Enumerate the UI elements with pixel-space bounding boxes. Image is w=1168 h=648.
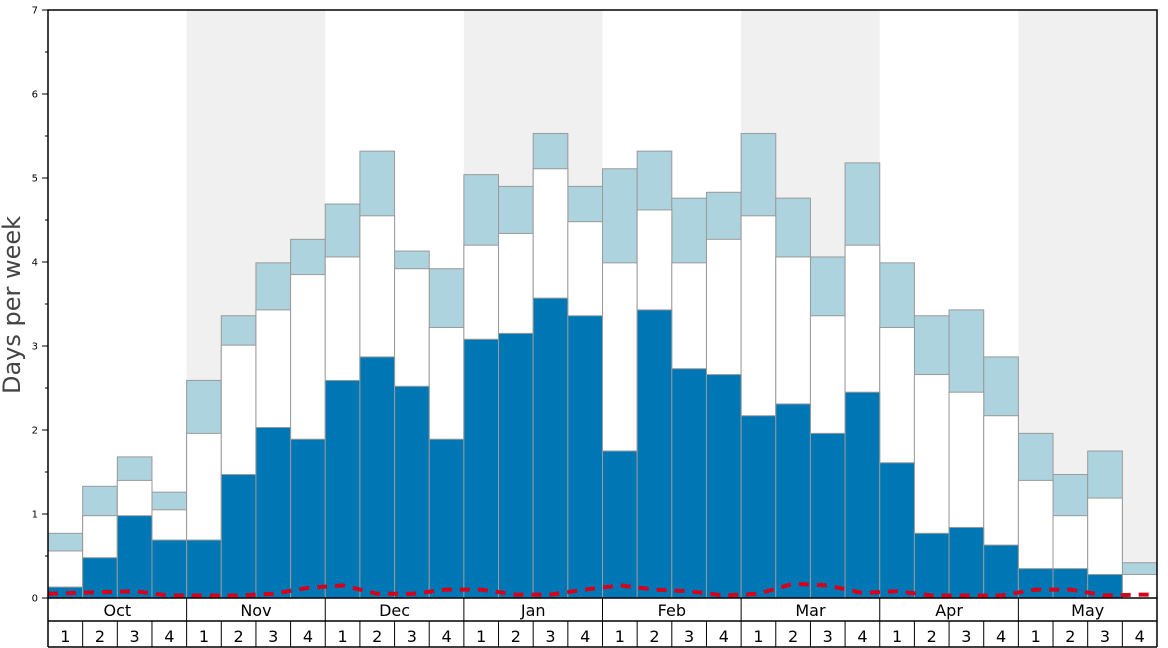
month-label-oct: Oct bbox=[103, 601, 131, 620]
month-label-mar: Mar bbox=[795, 601, 826, 620]
week-label-20: 4 bbox=[719, 627, 729, 646]
week-label-23: 3 bbox=[823, 627, 833, 646]
bar-level1-week30 bbox=[1052, 568, 1089, 599]
week-label-2: 2 bbox=[95, 627, 105, 646]
week-label-17: 1 bbox=[615, 627, 625, 646]
bar-level1-week8 bbox=[290, 438, 326, 599]
week-label-7: 3 bbox=[268, 627, 278, 646]
axes-layer bbox=[42, 9, 1158, 648]
week-label-24: 4 bbox=[857, 627, 867, 646]
week-label-10: 2 bbox=[372, 627, 382, 646]
dashed-series-line bbox=[47, 581, 1157, 598]
week-label-26: 2 bbox=[927, 627, 937, 646]
bar-level1-week27 bbox=[948, 526, 985, 599]
bar-level1-week25 bbox=[879, 462, 915, 599]
bar-level1-week13 bbox=[463, 338, 500, 599]
week-label-19: 3 bbox=[684, 627, 694, 646]
week-label-18: 2 bbox=[649, 627, 659, 646]
week-label-16: 4 bbox=[580, 627, 590, 646]
bar-level1-week22 bbox=[775, 403, 811, 599]
bar-level1-week21 bbox=[740, 415, 777, 599]
y-tick-label-3: 3 bbox=[32, 342, 38, 353]
week-label-25: 1 bbox=[892, 627, 902, 646]
y-tick-label-2: 2 bbox=[32, 426, 38, 437]
bar-level1-week3 bbox=[116, 515, 153, 599]
week-label-4: 4 bbox=[164, 627, 174, 646]
bar-level1-week14 bbox=[498, 332, 534, 599]
week-label-28: 4 bbox=[996, 627, 1006, 646]
week-label-6: 2 bbox=[234, 627, 244, 646]
month-label-nov: Nov bbox=[240, 601, 271, 620]
bar-level1-week7 bbox=[255, 426, 292, 599]
bar-level1-week16 bbox=[567, 315, 603, 599]
bar-level1-week11 bbox=[394, 385, 430, 599]
bar-level1-week18 bbox=[636, 309, 673, 599]
week-label-12: 4 bbox=[441, 627, 451, 646]
bar-level1-week20 bbox=[705, 374, 742, 599]
month-label-may: May bbox=[1071, 601, 1104, 620]
bar-level1-week24 bbox=[844, 391, 881, 599]
week-label-14: 2 bbox=[511, 627, 521, 646]
month-label-dec: Dec bbox=[379, 601, 410, 620]
bar-level1-week26 bbox=[913, 532, 950, 599]
y-tick-label-5: 5 bbox=[32, 174, 38, 185]
bar-level1-week19 bbox=[671, 368, 707, 599]
week-label-21: 1 bbox=[753, 627, 763, 646]
labels-layer: 0 1 2 3 4 5 6 7 Oct Nov Dec Jan Feb Mar Apr May 1 2 3 4 1 2 3 4… bbox=[32, 6, 1145, 647]
week-label-3: 3 bbox=[130, 627, 140, 646]
bars-layer bbox=[47, 132, 1158, 599]
bar-level1-week23 bbox=[809, 432, 846, 599]
y-tick-label-0: 0 bbox=[32, 594, 38, 605]
week-label-22: 2 bbox=[788, 627, 798, 646]
week-label-1: 1 bbox=[60, 627, 70, 646]
month-label-feb: Feb bbox=[658, 601, 686, 620]
y-tick-label-4: 4 bbox=[32, 258, 38, 269]
week-label-11: 3 bbox=[407, 627, 417, 646]
week-label-32: 4 bbox=[1135, 627, 1145, 646]
bar-level1-week6 bbox=[220, 474, 257, 599]
bar-level1-week10 bbox=[359, 356, 396, 599]
week-label-31: 3 bbox=[1100, 627, 1110, 646]
bar-level1-week9 bbox=[324, 379, 361, 599]
bar-level1-week5 bbox=[186, 539, 222, 599]
week-label-30: 2 bbox=[1065, 627, 1075, 646]
week-label-27: 3 bbox=[961, 627, 971, 646]
bar-level1-week15 bbox=[532, 297, 569, 599]
bar-level1-week12 bbox=[428, 438, 465, 599]
week-label-29: 1 bbox=[1031, 627, 1041, 646]
bar-level1-week4 bbox=[151, 539, 188, 599]
y-axis-label: Days per week bbox=[0, 216, 26, 394]
y-tick-label-1: 1 bbox=[32, 510, 38, 521]
week-label-8: 4 bbox=[303, 627, 313, 646]
bar-level1-week17 bbox=[602, 450, 638, 599]
week-label-15: 3 bbox=[545, 627, 555, 646]
dashed-line-layer bbox=[47, 581, 1157, 598]
y-tick-label-6: 6 bbox=[32, 90, 38, 101]
week-label-9: 1 bbox=[337, 627, 347, 646]
month-label-jan: Jan bbox=[520, 601, 546, 620]
bar-level1-week28 bbox=[983, 544, 1019, 599]
week-label-13: 1 bbox=[476, 627, 486, 646]
month-label-apr: Apr bbox=[935, 601, 963, 620]
week-label-5: 1 bbox=[199, 627, 209, 646]
y-tick-label-7: 7 bbox=[32, 6, 38, 17]
